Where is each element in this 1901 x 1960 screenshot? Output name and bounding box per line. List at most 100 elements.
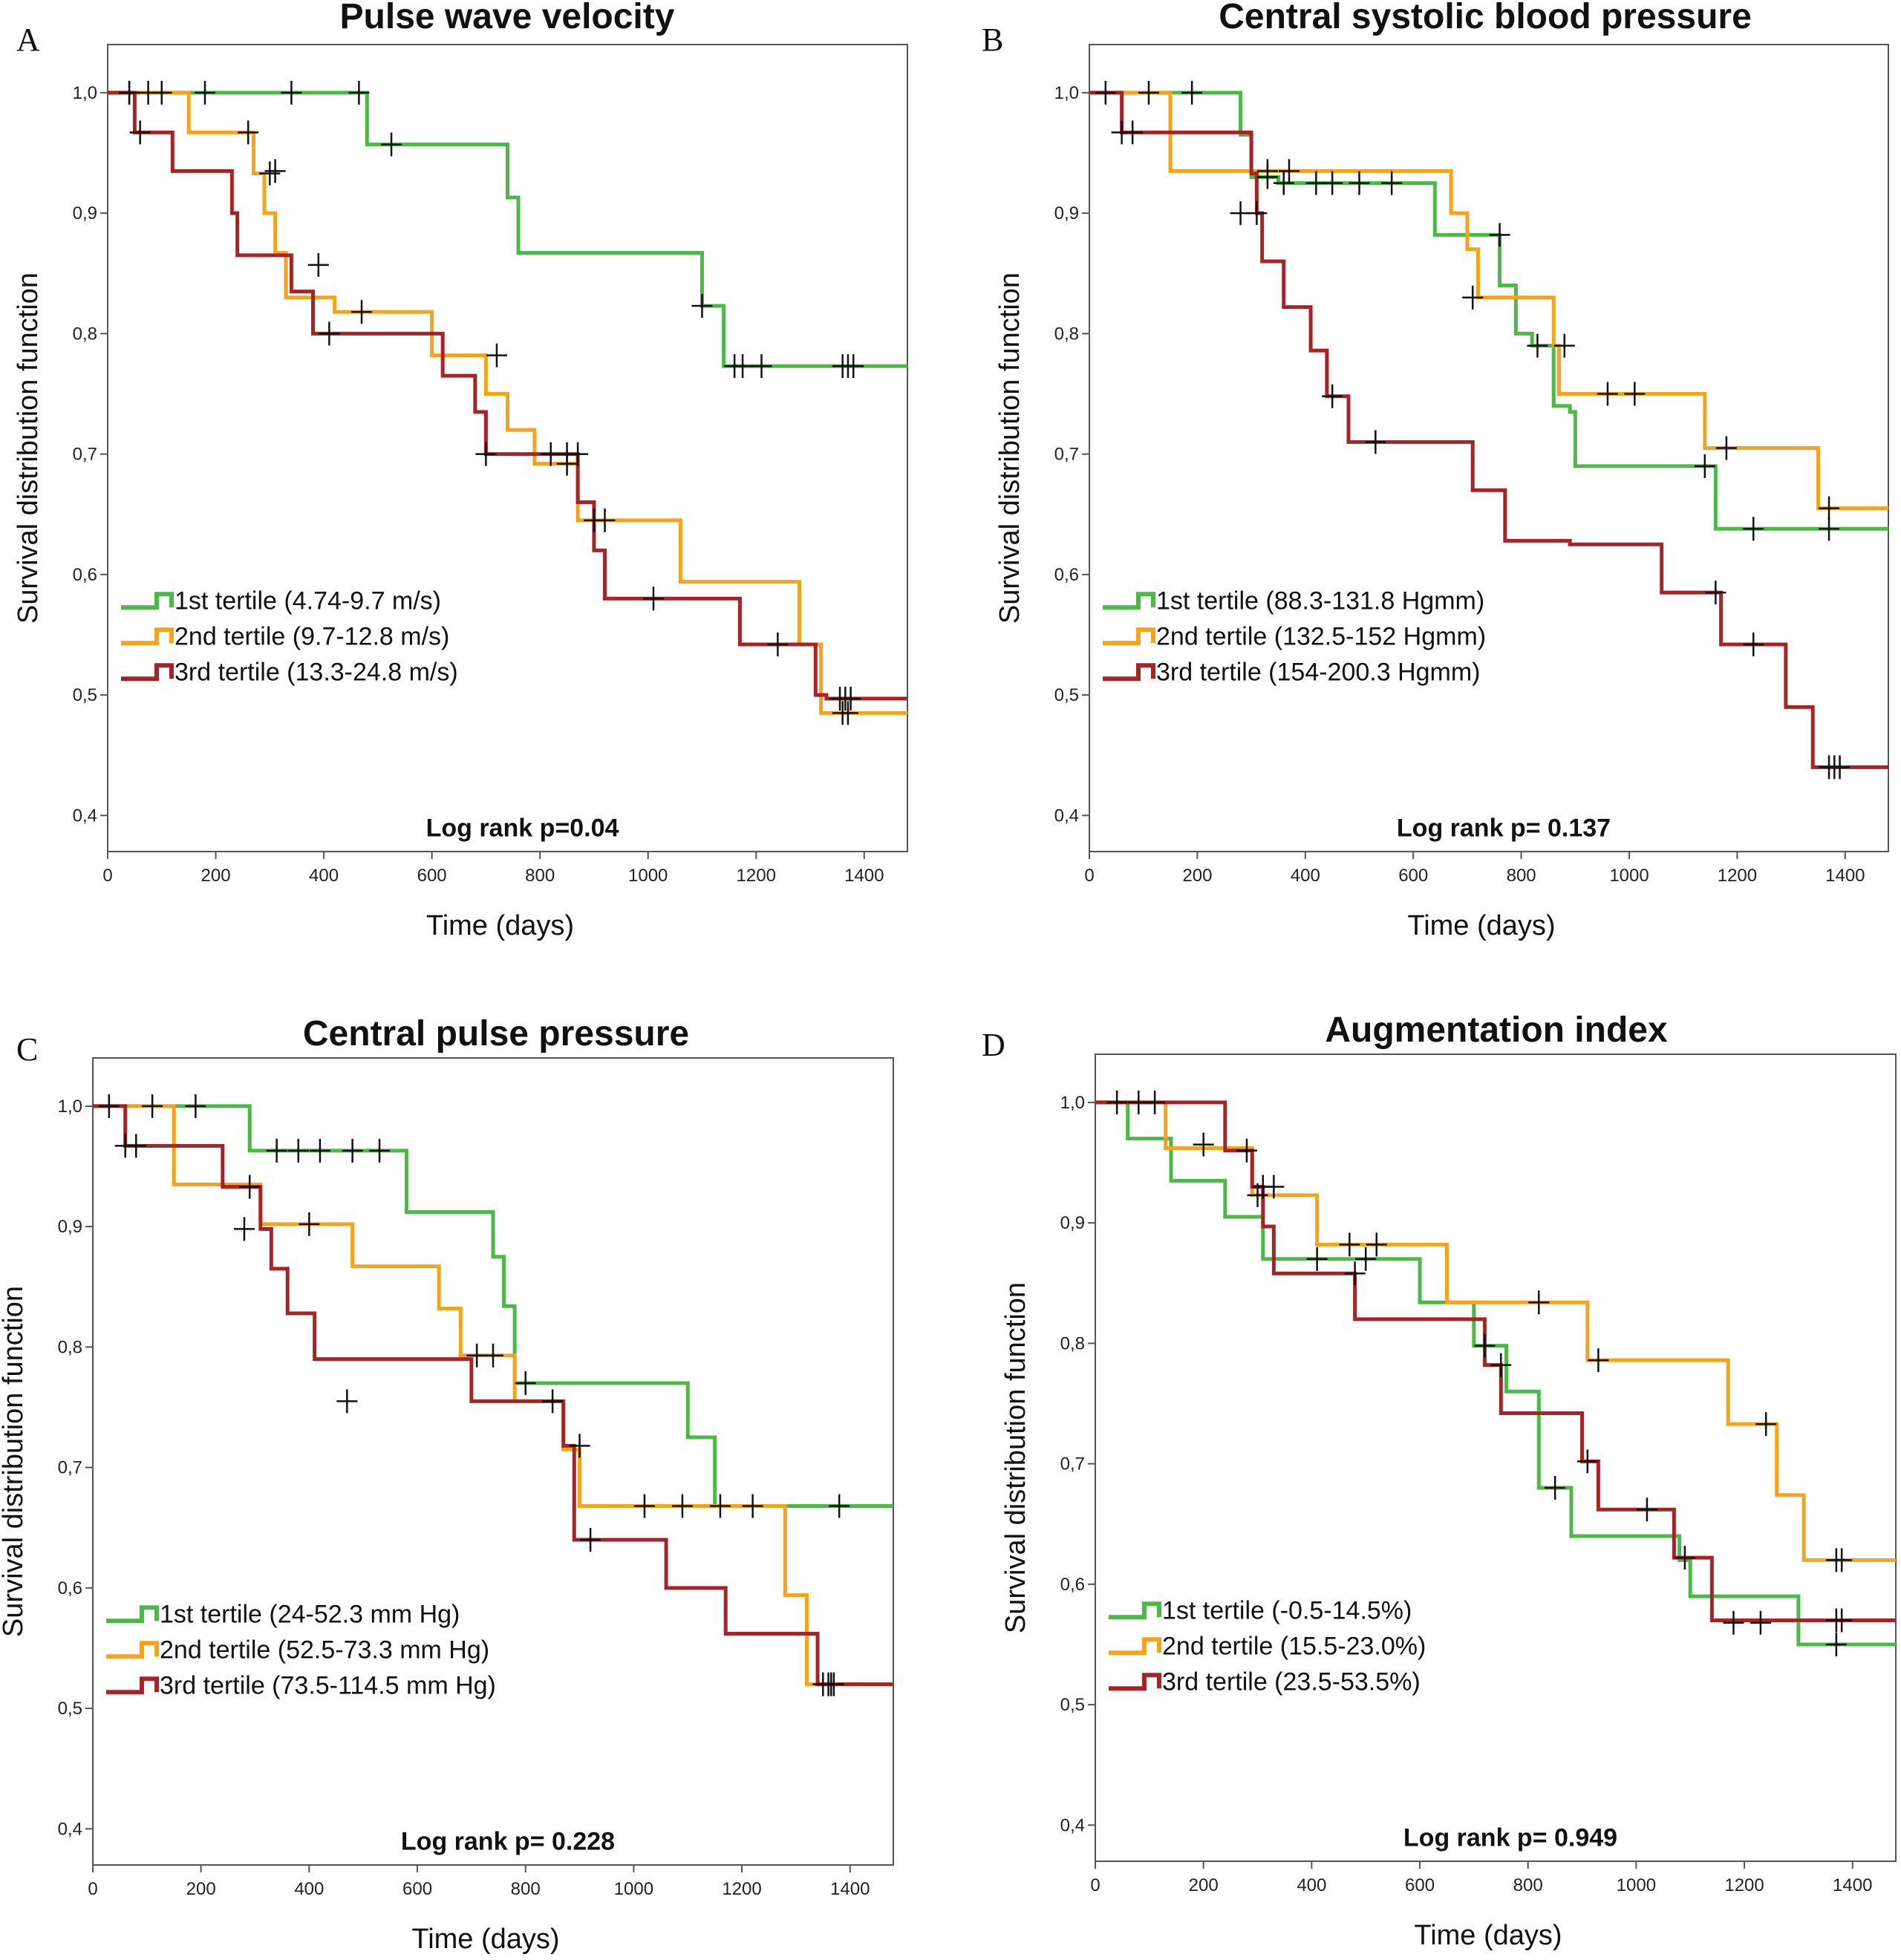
legend-swatch-3rd-tertile xyxy=(1109,1673,1161,1691)
censor-mark xyxy=(821,1672,842,1696)
legend-swatch-2nd-tertile xyxy=(1103,627,1155,646)
censor-mark xyxy=(1527,333,1548,358)
series-line-3rd-tertile xyxy=(1089,91,1888,769)
censor-mark xyxy=(837,701,858,725)
y-tick-label: 0,4 xyxy=(73,806,97,826)
censor-mark xyxy=(1273,171,1294,195)
censor-mark xyxy=(1553,333,1575,358)
legend-swatch-3rd-tertile xyxy=(121,663,174,682)
legend-entry: 3rd tertile (154-200.3 Hgmm) xyxy=(1156,658,1481,686)
censor-mark xyxy=(515,1371,536,1396)
censor-mark xyxy=(1144,1090,1166,1114)
x-tick-label: 400 xyxy=(294,1879,324,1899)
x-tick-label: 800 xyxy=(511,1879,541,1899)
censor-mark xyxy=(1322,171,1343,195)
x-tick-label: 800 xyxy=(1513,1875,1543,1895)
censor-mark xyxy=(569,1434,590,1458)
censor-mark xyxy=(239,1175,261,1199)
log-rank-annotation: Log rank p= 0.137 xyxy=(1397,814,1611,842)
censor-mark xyxy=(238,120,259,145)
x-tick-label: 0 xyxy=(102,866,112,886)
series-line-2nd-tertile xyxy=(93,1104,893,1687)
censor-mark xyxy=(351,300,373,324)
censor-mark xyxy=(594,508,616,532)
censor-mark xyxy=(1715,436,1737,460)
censor-mark xyxy=(1365,430,1386,454)
x-axis-title: Time (days) xyxy=(1414,1920,1562,1951)
x-tick-label: 1000 xyxy=(1617,1875,1656,1895)
panel-a: A Pulse wave velocity 0,4 0,5 0,6 0,7 0,8 0,9 1,… xyxy=(13,0,908,941)
panel-letter: D xyxy=(982,1027,1005,1063)
y-axis-title: Survival distribution function xyxy=(994,272,1026,624)
legend-swatch-3rd-tertile xyxy=(1103,663,1155,682)
x-tick-label: 1200 xyxy=(1724,1875,1764,1895)
censor-mark xyxy=(1349,171,1370,195)
series-line-3rd-tertile xyxy=(108,91,907,701)
censor-mark xyxy=(1474,1333,1496,1358)
legend-entry: 2nd tertile (132.5-152 Hgmm) xyxy=(1156,622,1486,650)
legend-entry: 2nd tertile (52.5-73.3 mm Hg) xyxy=(160,1636,489,1664)
censor-mark xyxy=(1831,1608,1853,1633)
x-tick-label: 600 xyxy=(1398,866,1428,886)
series-line-1st-tertile xyxy=(1095,1100,1896,1647)
legend-entry: 2nd tertile (9.7-12.8 m/s) xyxy=(175,622,449,650)
plot-frame xyxy=(92,1057,894,1866)
x-tick-label: 200 xyxy=(201,866,231,886)
y-tick-label: 0,5 xyxy=(73,685,97,705)
censor-mark xyxy=(1576,1449,1598,1474)
censor-mark xyxy=(1829,755,1851,780)
censor-mark xyxy=(281,80,302,105)
x-tick-label: 1000 xyxy=(614,1879,653,1899)
censor-mark xyxy=(1528,1290,1550,1315)
plot-frame xyxy=(1089,44,1889,852)
censor-mark xyxy=(342,1138,363,1163)
censor-mark xyxy=(264,159,286,183)
legend-entry: 3rd tertile (13.3-24.8 m/s) xyxy=(175,658,458,686)
censor-mark xyxy=(125,1134,147,1158)
panel-title: Central systolic blood pressure xyxy=(1219,0,1752,36)
censor-mark xyxy=(1750,1610,1771,1635)
legend-swatch-2nd-tertile xyxy=(1109,1637,1161,1656)
censor-mark xyxy=(259,161,281,186)
censor-mark xyxy=(567,442,589,466)
censor-mark xyxy=(1246,201,1268,226)
censor-mark xyxy=(1597,382,1618,406)
censor-mark xyxy=(1355,1247,1377,1271)
x-tick-label: 0 xyxy=(1090,1875,1100,1895)
legend-swatch-1st-tertile xyxy=(106,1605,159,1624)
x-tick-label: 600 xyxy=(402,1879,432,1899)
censor-mark xyxy=(1122,120,1144,145)
y-tick-label: 0,7 xyxy=(1060,1454,1085,1474)
censor-mark xyxy=(1106,1090,1128,1114)
censor-mark xyxy=(1366,1232,1387,1257)
y-tick-label: 0,9 xyxy=(1054,203,1079,223)
censor-mark xyxy=(671,1494,693,1518)
censor-mark xyxy=(1831,1548,1853,1572)
legend-swatch-1st-tertile xyxy=(1103,592,1155,610)
x-tick-label: 1200 xyxy=(737,866,776,886)
y-tick-label: 1,0 xyxy=(1054,83,1079,103)
y-tick-label: 0,7 xyxy=(1054,445,1079,465)
panel-title: Central pulse pressure xyxy=(303,1014,689,1054)
y-tick-label: 0,6 xyxy=(58,1578,82,1598)
x-tick-label: 200 xyxy=(1182,866,1212,886)
censor-mark xyxy=(1624,382,1646,406)
x-tick-label: 400 xyxy=(1291,866,1320,886)
censor-mark xyxy=(299,1212,320,1236)
x-tick-label: 200 xyxy=(186,1879,216,1899)
legend-swatch-2nd-tertile xyxy=(121,627,174,646)
censor-mark xyxy=(751,354,772,379)
censor-mark xyxy=(1674,1546,1695,1570)
y-tick-label: 0,6 xyxy=(1060,1575,1085,1595)
censor-mark xyxy=(1755,1412,1777,1437)
y-tick-label: 0,8 xyxy=(73,324,97,344)
y-tick-label: 0,5 xyxy=(58,1699,82,1719)
x-tick-label: 1400 xyxy=(830,1879,870,1899)
censor-mark xyxy=(1636,1497,1657,1522)
y-tick-label: 0,5 xyxy=(1060,1695,1085,1715)
censor-mark xyxy=(1743,632,1764,656)
y-tick-label: 0,4 xyxy=(1054,806,1079,826)
censor-mark xyxy=(1322,384,1343,408)
y-tick-label: 0,7 xyxy=(58,1458,82,1478)
censor-mark xyxy=(1743,517,1764,541)
